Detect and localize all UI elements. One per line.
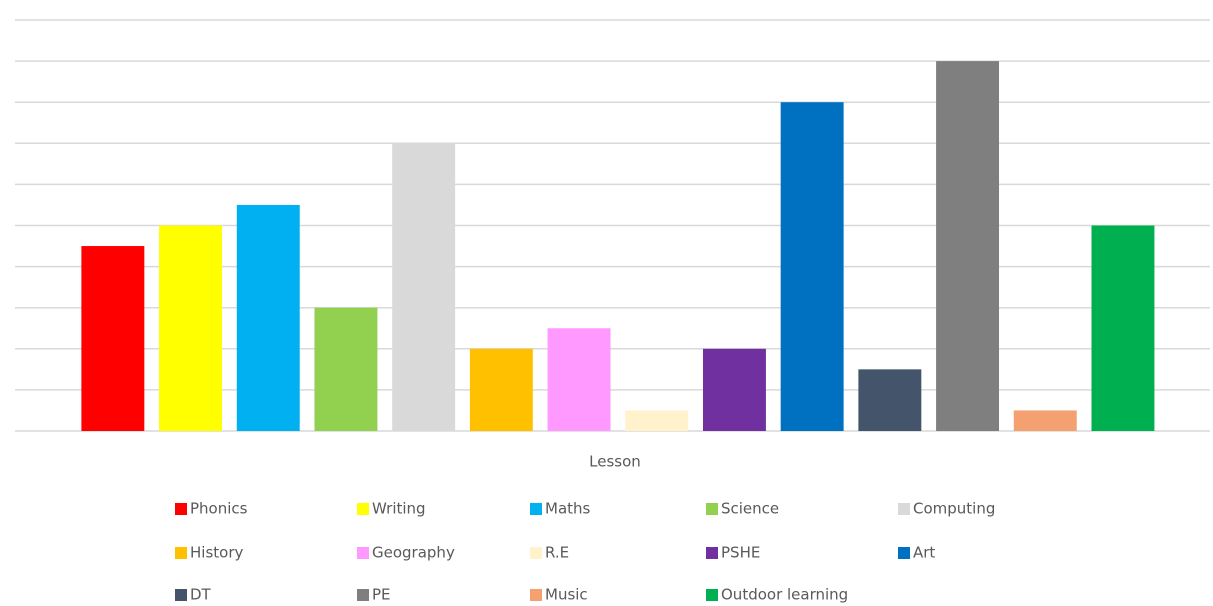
legend-swatch xyxy=(175,589,187,601)
legend-swatch xyxy=(357,547,369,559)
legend-label: PE xyxy=(372,586,391,604)
legend-label: Phonics xyxy=(190,500,248,518)
bar xyxy=(469,348,533,431)
bar xyxy=(314,307,378,431)
legend-label: Science xyxy=(721,500,779,518)
legend-swatch xyxy=(706,589,718,601)
bar xyxy=(936,61,1000,431)
bar xyxy=(547,328,611,431)
bar xyxy=(780,102,844,431)
legend-label: PSHE xyxy=(721,544,760,562)
legend-swatch xyxy=(530,547,542,559)
legend-label: Art xyxy=(913,544,935,562)
legend-label: Writing xyxy=(372,500,426,518)
legend-swatch xyxy=(898,503,910,515)
legend-swatch xyxy=(175,547,187,559)
legend-swatch xyxy=(357,589,369,601)
bar xyxy=(858,369,922,431)
bar xyxy=(159,225,223,431)
bar xyxy=(702,348,766,431)
legend-label: Outdoor learning xyxy=(721,586,848,604)
bar xyxy=(236,204,300,431)
legend-swatch xyxy=(530,589,542,601)
bar xyxy=(1013,410,1077,431)
x-axis-label: Lesson xyxy=(589,453,641,471)
legend-swatch xyxy=(530,503,542,515)
bar xyxy=(81,246,145,431)
legend-label: Music xyxy=(545,586,588,604)
legend-label: DT xyxy=(190,586,212,604)
bar xyxy=(625,410,689,431)
legend-swatch xyxy=(706,547,718,559)
legend-swatch xyxy=(175,503,187,515)
legend-swatch xyxy=(357,503,369,515)
legend-swatch xyxy=(706,503,718,515)
bar xyxy=(392,143,456,432)
legend-label: Geography xyxy=(372,544,455,562)
legend-label: History xyxy=(190,544,243,562)
bar xyxy=(1091,225,1155,431)
legend-label: Computing xyxy=(913,500,995,518)
legend-swatch xyxy=(898,547,910,559)
legend-label: Maths xyxy=(545,500,591,518)
legend-label: R.E xyxy=(545,544,569,562)
